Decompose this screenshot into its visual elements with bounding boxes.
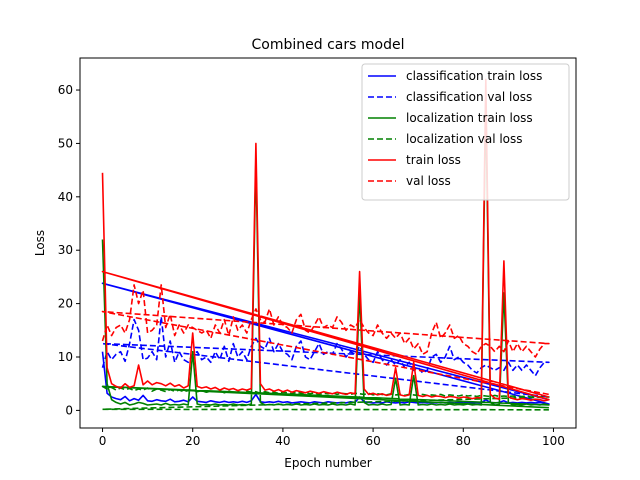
legend-entry: localization val loss xyxy=(406,132,523,146)
series-line-4 xyxy=(101,78,550,402)
x-tick-label: 60 xyxy=(365,434,380,448)
legend-entry: classification train loss xyxy=(406,69,542,83)
y-tick-label: 20 xyxy=(58,297,73,311)
series-line-5 xyxy=(101,284,550,396)
legend: classification train loss classification … xyxy=(361,63,570,201)
y-tick-label: 40 xyxy=(58,190,73,204)
legend-entry: val loss xyxy=(406,174,451,188)
y-tick-label: 50 xyxy=(58,136,73,150)
legend-entry: classification val loss xyxy=(406,90,532,104)
y-axis-ticks: 0 10 20 30 40 50 60 xyxy=(58,83,80,417)
legend-box xyxy=(361,63,570,201)
x-tick-label: 40 xyxy=(275,434,290,448)
y-tick-label: 30 xyxy=(58,243,73,257)
y-axis-label: Loss xyxy=(33,230,47,256)
x-axis-label: Epoch number xyxy=(284,456,371,470)
chart-title: Combined cars model xyxy=(252,37,405,53)
y-tick-label: 10 xyxy=(58,350,73,364)
legend-entry: train loss xyxy=(406,153,461,167)
y-tick-label: 60 xyxy=(58,83,73,97)
x-tick-label: 80 xyxy=(456,434,471,448)
x-tick-label: 0 xyxy=(99,434,107,448)
x-tick-label: 100 xyxy=(542,434,565,448)
y-tick-label: 0 xyxy=(65,403,73,417)
x-axis-ticks: 0 20 40 60 80 100 xyxy=(99,428,565,448)
legend-entry: localization train loss xyxy=(406,111,533,125)
plot-series xyxy=(101,78,550,411)
plot-frame xyxy=(79,57,577,429)
x-tick-label: 20 xyxy=(185,434,200,448)
